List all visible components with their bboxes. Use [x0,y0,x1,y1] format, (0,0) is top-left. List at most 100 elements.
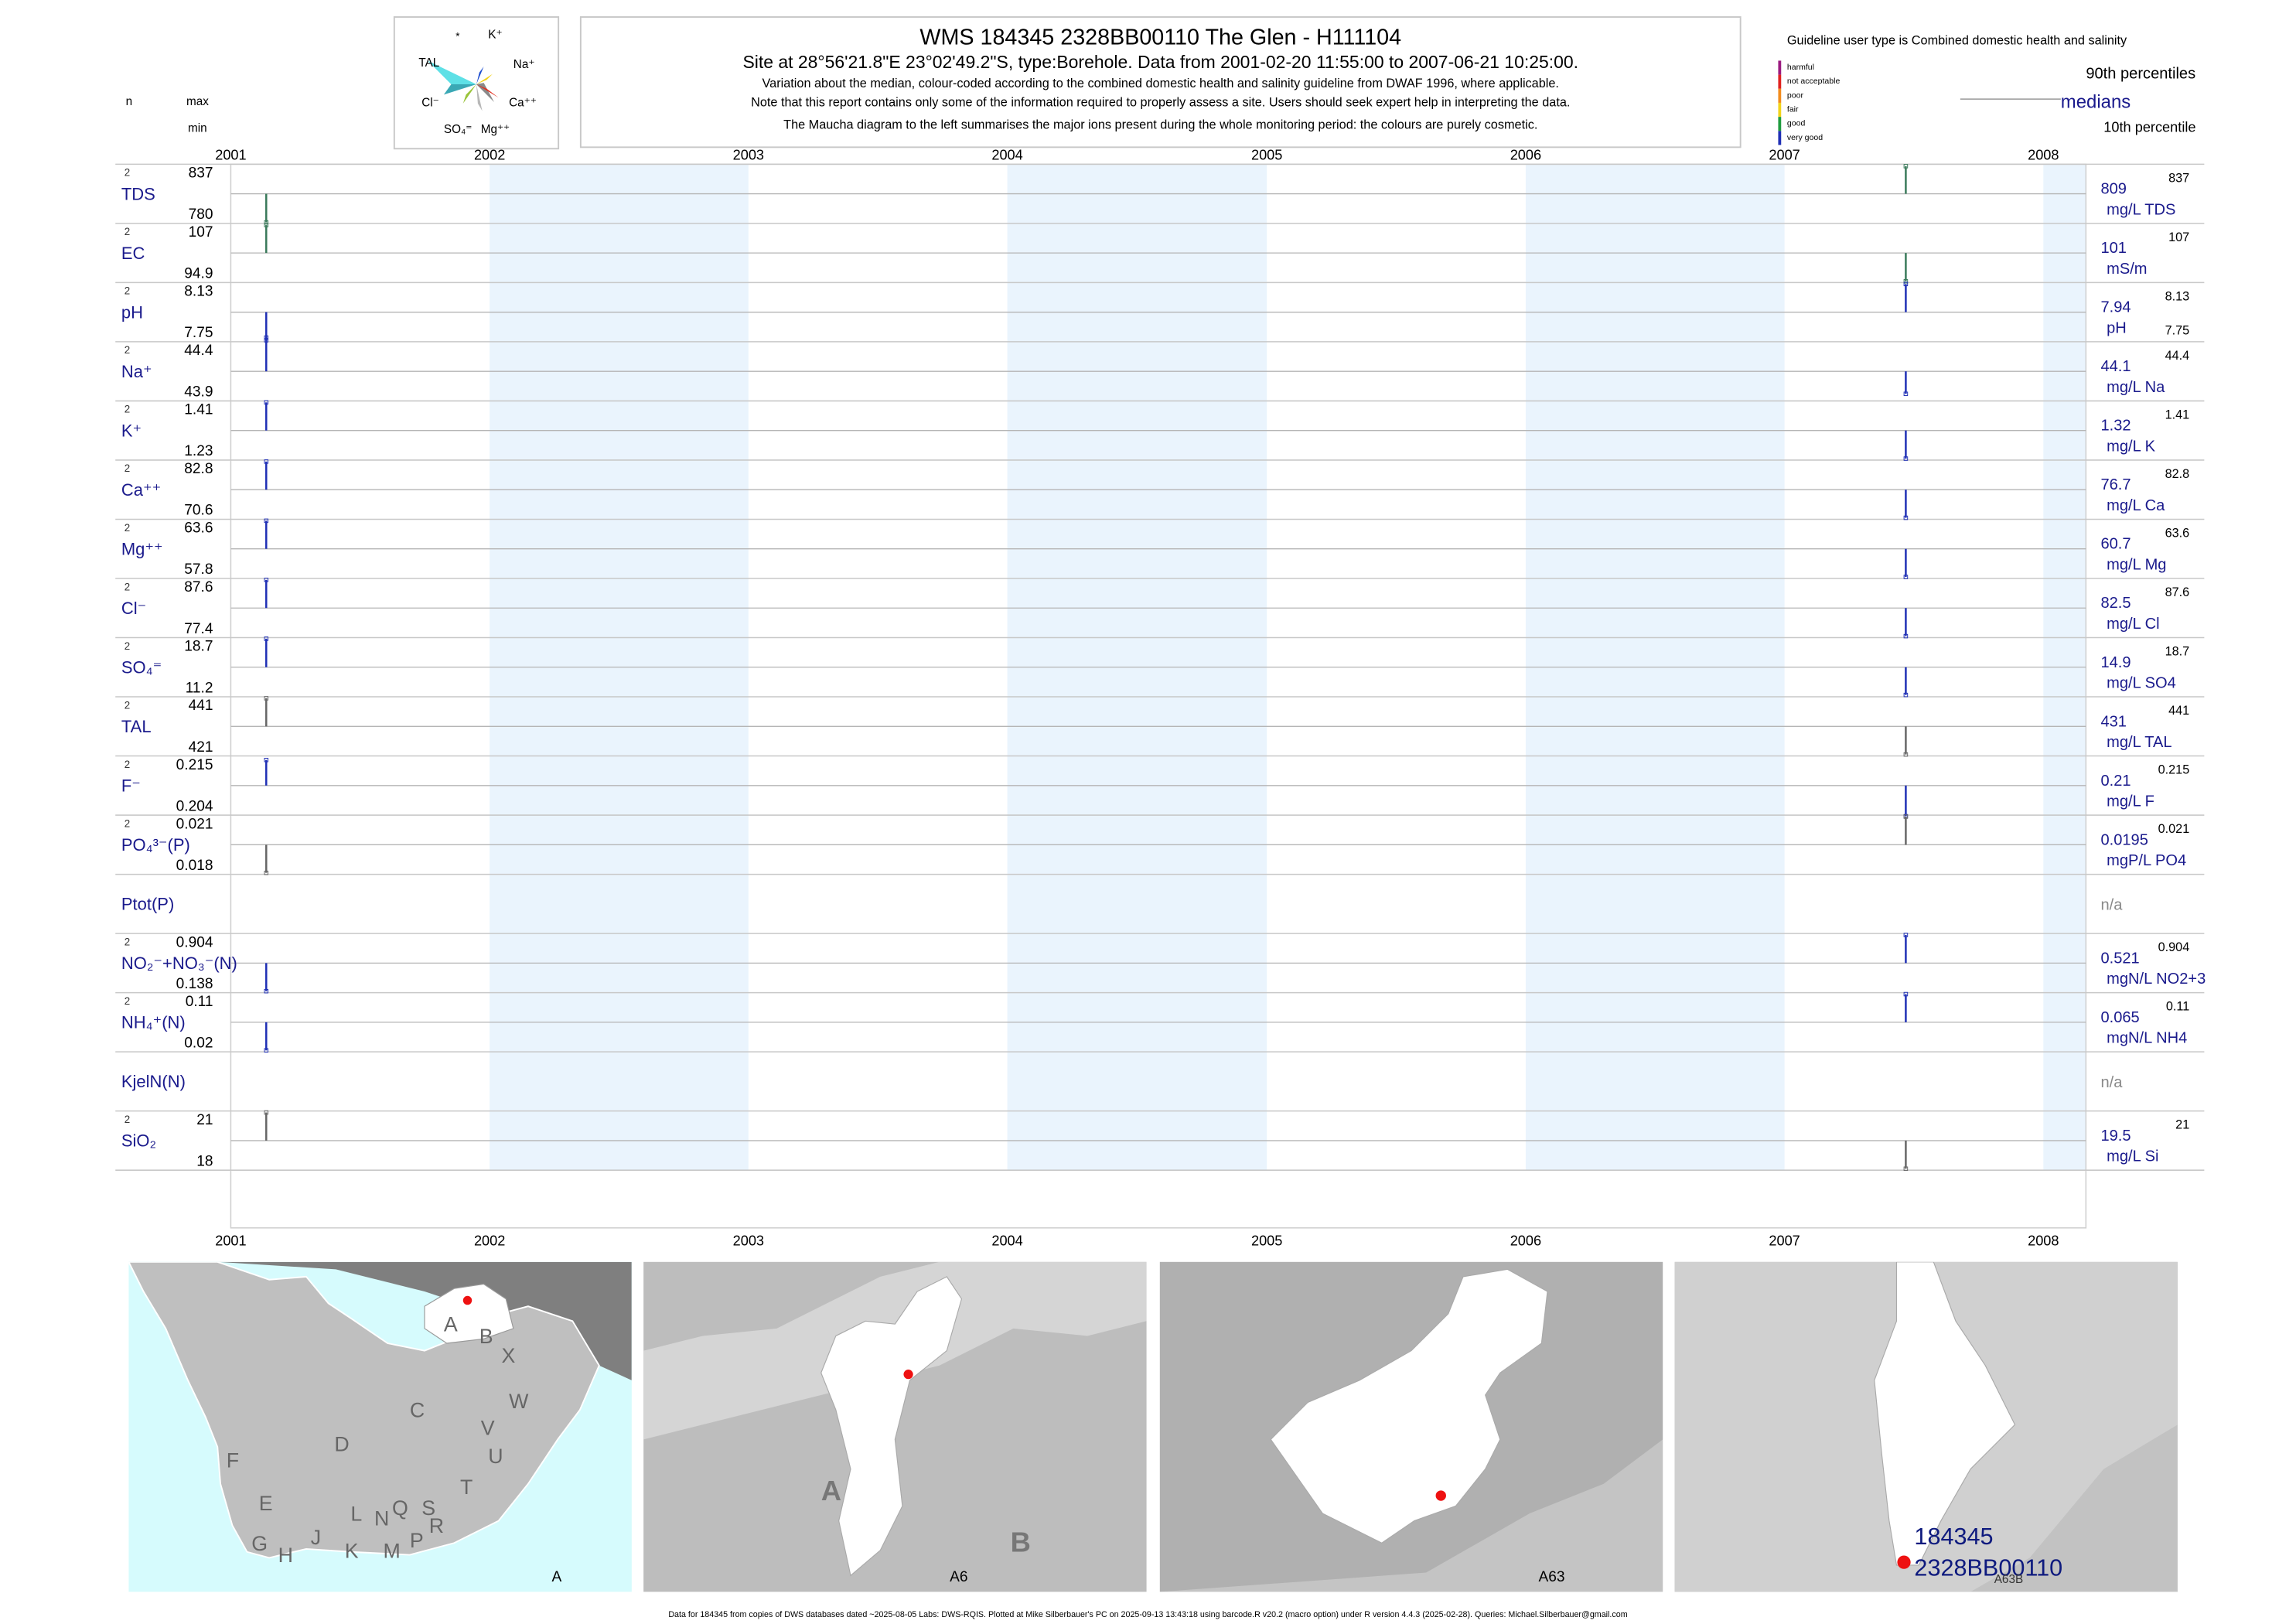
unit-label: mS/m [2107,261,2147,278]
max-value: 107 [189,224,213,241]
year-label-bottom: 2001 [215,1233,246,1249]
data-point [264,870,269,875]
p90-value: 837 [2168,171,2189,185]
p90-value: 107 [2168,230,2189,244]
legend-color-0 [1778,60,1782,75]
maucha-mg-segment [476,83,494,102]
year-label-top: 2008 [2028,148,2059,163]
sample-count: 2 [125,522,130,534]
variable-name: EC [121,244,145,263]
data-point [1903,281,1909,287]
map-a6: A B A6 [643,1261,1147,1592]
data-point [264,1110,269,1115]
unit-label: mg/L Ca [2107,497,2165,514]
footer-note: Data for 184345 from copies of DWS datab… [668,1611,1628,1620]
p90-value: 0.021 [2158,822,2190,836]
maucha-label-ca: Ca⁺⁺ [509,97,537,110]
min-value: 0.204 [176,798,213,814]
header-min: min [187,121,207,135]
year-label-bottom: 2002 [474,1233,505,1249]
map-caption: A6 [950,1569,968,1586]
map-caption: A63B [1994,1572,2024,1586]
legend-medians: medians [2060,91,2131,113]
map-region-label: C [409,1397,425,1422]
min-value: 11.2 [186,680,213,696]
map-region-label: G [251,1530,268,1555]
site-code-label: 2328BB00110 [1914,1556,2063,1581]
variable-name: Ptot(P) [121,894,174,913]
variable-name: Cl⁻ [121,599,146,618]
unit-label: mg/L Mg [2107,557,2166,574]
map-region-label: N [374,1506,390,1530]
variable-name: pH [121,302,143,322]
map-region-label: T [459,1475,473,1499]
year-label-top: 2003 [733,148,764,163]
sample-count: 2 [125,285,130,297]
p90-value: 63.6 [2165,526,2190,540]
maucha-label-cl: Cl⁻ [421,97,439,110]
max-value: 0.11 [186,994,213,1010]
legend-class-label: not acceptable [1787,77,1841,86]
variable-name: NH₄⁺(N) [121,1013,186,1032]
max-value: 0.021 [176,816,213,832]
legend-median-line [1960,98,2061,100]
data-point [1903,456,1909,461]
page-title: WMS 184345 2328BB00110 The Glen - H11110… [919,25,1402,51]
maucha-so4-segment [476,84,483,111]
data-point [1903,933,1909,937]
sample-count: 2 [125,167,130,179]
map-region-label: H [278,1543,294,1567]
sample-count: 2 [125,936,130,947]
site-id-label: 184345 [1914,1525,1994,1551]
year-label-bottom: 2003 [733,1233,764,1249]
variable-name: F⁻ [121,776,141,795]
legend-class-label: good [1787,119,1806,128]
map-caption: A [551,1569,562,1586]
min-value: 780 [189,206,213,223]
data-point [1903,515,1909,520]
unit-label: mg/L Na [2107,379,2165,396]
min-value: 43.9 [184,384,213,401]
variable-name: SO₄⁼ [121,657,162,677]
variable-name: TDS [121,184,155,203]
median-value: 82.5 [2100,595,2131,612]
year-label-top: 2007 [1769,148,1800,163]
data-point [1903,164,1909,169]
site-subtitle: Site at 28°56'21.8"E 23°02'49.2"S, type:… [742,51,1579,73]
median-value: 809 [2100,181,2127,198]
legend-color-4 [1778,117,1782,131]
max-value: 0.904 [176,934,213,950]
map-caption: A63 [1538,1569,1565,1586]
unit-label: mg/L Si [2107,1148,2158,1165]
maucha-tal-shade [443,84,476,95]
maucha-label-so4: SO₄⁼ [444,123,472,136]
unit-label: mg/L Cl [2107,616,2159,633]
header-n: n [125,94,133,108]
year-label-top: 2002 [474,148,505,163]
guideline-legend: harmful not acceptable poor fair good very go… [1778,60,1841,145]
legend-color-1 [1778,74,1782,89]
variable-name: SiO₂ [121,1131,156,1151]
min-value: 0.138 [176,976,213,992]
maucha-label-mg: Mg⁺⁺ [481,123,510,136]
data-point [264,518,269,524]
map-region-label: U [488,1444,503,1468]
median-value: 76.7 [2100,476,2131,493]
data-point [264,400,269,405]
sample-count: 2 [125,995,130,1007]
map-region-label: E [258,1491,273,1515]
variable-name: K⁺ [121,421,142,440]
data-point [264,578,269,582]
p90-value: 21 [2175,1118,2189,1132]
variable-name: TAL [121,717,152,736]
variable-name: Ca⁺⁺ [121,480,161,500]
data-point [1903,391,1909,397]
unit-label: mg/L TDS [2107,201,2175,218]
header-max: max [186,94,209,108]
data-point [1903,814,1909,819]
variable-name: Na⁺ [121,362,152,381]
data-point [264,223,269,227]
year-label-bottom: 2005 [1251,1233,1282,1249]
variable-name: NO₂⁻+NO₃⁻(N) [121,954,237,973]
